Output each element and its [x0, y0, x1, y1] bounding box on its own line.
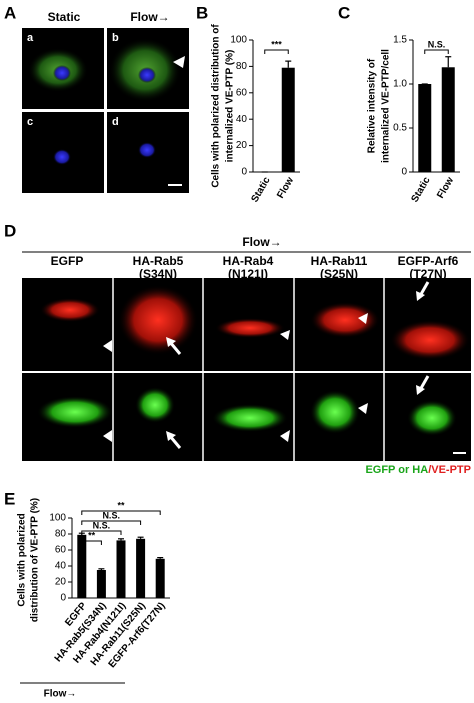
significance-label: **: [117, 500, 125, 510]
panel-label: A: [4, 3, 16, 22]
y-axis-label: internalized VE-PTP (%): [225, 50, 236, 163]
scale-bar: [168, 184, 182, 186]
column-header: (S34N): [139, 267, 177, 281]
bar: [281, 67, 295, 172]
cell: [310, 302, 380, 338]
y-tick-label: 60: [55, 545, 67, 556]
column-header: HA-Rab5: [133, 254, 184, 268]
significance-label: ***: [271, 39, 282, 49]
nucleus: [138, 67, 156, 83]
y-axis-label: internalized VE-PTP/cell: [381, 49, 392, 163]
cell: [407, 400, 457, 436]
column-header: Static: [48, 10, 81, 24]
y-tick-label: 0: [60, 593, 66, 604]
y-axis-label: Relative intensity of: [367, 58, 378, 153]
bar-chart: 0 0.5 1.0 1.5 Relative intensity of internali…: [367, 35, 460, 204]
x-footer: Flow→: [44, 689, 77, 700]
y-axis-label: distribution of VE-PTP (%): [30, 498, 41, 622]
bar: [136, 538, 146, 598]
arrow-heads: [166, 291, 425, 441]
arrowheads: [103, 313, 368, 442]
column-header: EGFP: [51, 254, 84, 268]
bar-chart: 0 20 40 60 80 100 Cells with polarized distribu…: [17, 498, 170, 700]
subpanel-label: d: [112, 116, 119, 128]
cell: [310, 390, 360, 434]
column-header: HA-Rab11: [311, 254, 368, 268]
scale-bar: [453, 452, 466, 454]
subpanel-label: c: [27, 116, 33, 128]
y-tick-label: 40: [55, 561, 67, 572]
panel-label: E: [4, 489, 15, 508]
cell: [215, 318, 285, 338]
nucleus: [138, 142, 156, 158]
column-header: Flow→: [130, 10, 169, 24]
significance-bracket: [424, 49, 449, 54]
y-tick-label: 100: [230, 35, 247, 46]
significance-bracket: [81, 520, 142, 525]
significance-bracket: [81, 510, 161, 515]
significance-bracket: [264, 49, 289, 54]
column-headers: EGFP HA-Rab5(S34N)HA-Rab4(N121I)HA-Rab11(…: [51, 254, 459, 281]
y-tick-label: 0.5: [393, 123, 407, 134]
bar: [116, 540, 126, 598]
y-tick-label: 80: [55, 529, 67, 540]
nucleus: [53, 65, 71, 81]
x-tick-label: Static: [249, 175, 272, 204]
significance-label: N.S.: [428, 39, 446, 49]
significance-label: N.S.: [93, 520, 111, 530]
y-tick-label: 80: [236, 61, 248, 72]
bar: [155, 558, 165, 598]
micrograph-grid: [22, 278, 471, 461]
y-tick-label: 20: [236, 140, 248, 151]
cell: [390, 320, 470, 360]
bar-chart: 0 20 40 60 80 100 Cells with polarized distrib…: [211, 24, 300, 204]
y-tick-label: 100: [49, 513, 66, 524]
panel-label: B: [196, 3, 208, 22]
subpanel-label: b: [112, 32, 119, 44]
subpanel-label: a: [27, 32, 34, 44]
column-header: (T27N): [409, 267, 446, 281]
y-tick-label: 0: [241, 167, 247, 178]
y-tick-label: 1.0: [393, 79, 407, 90]
bar: [418, 84, 432, 172]
cell: [40, 298, 100, 322]
x-tick-label: Flow: [275, 175, 296, 200]
significance-bracket: [81, 530, 122, 535]
significance-label: N.S.: [102, 510, 120, 520]
column-header: (N121I): [228, 267, 268, 281]
cell: [118, 285, 198, 355]
cell: [37, 396, 113, 428]
y-axis-label: Cells with polarized distribution of: [211, 24, 222, 188]
column-header: EGFP-Arf6: [398, 254, 459, 268]
panel-label: C: [338, 3, 350, 22]
column-header: (S25N): [320, 267, 358, 281]
column-header: HA-Rab4: [223, 254, 274, 268]
arrowhead: [173, 56, 185, 68]
bar: [441, 67, 455, 172]
nucleus: [53, 149, 71, 165]
y-tick-label: 1.5: [393, 35, 407, 46]
dividers: [112, 278, 385, 461]
bar: [77, 534, 87, 598]
bar: [96, 570, 106, 598]
micrograph-grid: a b c d: [22, 28, 189, 193]
channel-legend: EGFP or HA/VE-PTP: [365, 464, 471, 476]
y-tick-label: 40: [236, 114, 248, 125]
x-tick-label: Flow: [435, 175, 456, 200]
y-tick-label: 20: [55, 577, 67, 588]
cell: [135, 387, 175, 423]
significance-label: **: [88, 530, 96, 540]
legend-green: EGFP or HA: [365, 464, 428, 476]
y-tick-label: 60: [236, 87, 248, 98]
y-tick-label: 0: [401, 167, 407, 178]
y-axis-label: Cells with polarized: [17, 513, 28, 606]
panel-label: D: [4, 221, 16, 240]
group-header: Flow→: [242, 235, 281, 249]
x-tick-label: Static: [409, 175, 432, 204]
legend-red: /VE-PTP: [428, 464, 471, 476]
cell: [212, 404, 288, 432]
significance-bracket: [81, 540, 102, 545]
